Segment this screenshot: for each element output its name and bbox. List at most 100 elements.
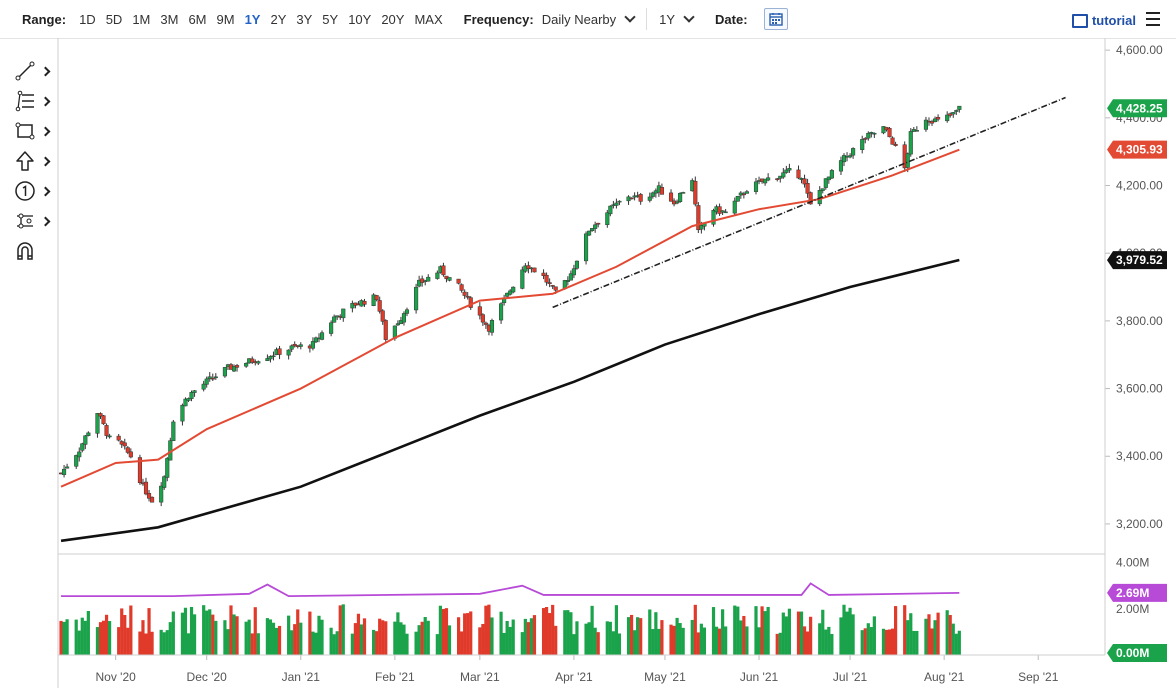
candle[interactable]	[271, 351, 276, 361]
candle[interactable]	[732, 197, 737, 216]
candle[interactable]	[128, 448, 133, 459]
candle[interactable]	[520, 266, 525, 290]
candle[interactable]	[210, 373, 215, 382]
candle[interactable]	[945, 111, 950, 123]
candle[interactable]	[508, 289, 513, 296]
candle[interactable]	[617, 200, 622, 206]
candle[interactable]	[550, 284, 555, 290]
candle[interactable]	[829, 168, 834, 180]
candle[interactable]	[65, 463, 70, 469]
candle[interactable]	[350, 300, 355, 313]
tool-magnet[interactable]	[14, 236, 54, 266]
candle[interactable]	[951, 111, 956, 118]
candle[interactable]	[286, 349, 291, 360]
range-button-2y[interactable]: 2Y	[270, 11, 287, 27]
candle[interactable]	[426, 274, 431, 282]
candle[interactable]	[848, 153, 853, 159]
tool-counter[interactable]	[14, 176, 54, 206]
candle[interactable]	[332, 314, 337, 323]
candle[interactable]	[256, 360, 261, 365]
candle[interactable]	[957, 105, 962, 113]
candle[interactable]	[477, 302, 482, 320]
candle[interactable]	[192, 390, 197, 397]
candle[interactable]	[781, 168, 786, 179]
candle[interactable]	[744, 189, 749, 194]
candle[interactable]	[319, 330, 325, 341]
candle[interactable]	[587, 230, 592, 236]
candle[interactable]	[168, 437, 173, 461]
candle[interactable]	[866, 131, 871, 141]
candle[interactable]	[268, 355, 273, 363]
candle[interactable]	[614, 198, 619, 209]
candle[interactable]	[933, 116, 938, 123]
candle[interactable]	[122, 438, 127, 450]
tool-rectangle[interactable]	[14, 116, 54, 146]
candle[interactable]	[362, 298, 367, 307]
range-button-1m[interactable]: 1M	[132, 11, 151, 27]
candle[interactable]	[541, 269, 546, 280]
candle[interactable]	[711, 208, 716, 227]
candle[interactable]	[511, 286, 516, 294]
candle[interactable]	[186, 397, 191, 402]
range-button-3y[interactable]: 3Y	[296, 11, 313, 27]
candle[interactable]	[823, 178, 828, 190]
candle[interactable]	[717, 203, 722, 216]
candle[interactable]	[150, 496, 155, 503]
candle[interactable]	[341, 308, 346, 322]
candle[interactable]	[596, 222, 601, 228]
candle[interactable]	[547, 278, 552, 288]
candle[interactable]	[374, 294, 379, 302]
candle[interactable]	[954, 109, 959, 115]
candle[interactable]	[936, 114, 941, 122]
candle[interactable]	[593, 221, 598, 233]
trendline[interactable]	[552, 96, 1066, 309]
candle[interactable]	[380, 309, 385, 325]
candle[interactable]	[165, 457, 170, 482]
candle[interactable]	[775, 177, 780, 182]
frequency-select[interactable]: Daily Nearby	[542, 11, 636, 27]
candle[interactable]	[763, 178, 768, 186]
candle[interactable]	[872, 132, 877, 138]
candle[interactable]	[468, 296, 473, 310]
candle[interactable]	[462, 289, 467, 299]
candle[interactable]	[499, 302, 504, 324]
candle[interactable]	[659, 183, 664, 195]
candle[interactable]	[222, 367, 227, 378]
candle[interactable]	[681, 191, 686, 194]
candle[interactable]	[201, 380, 206, 392]
candle[interactable]	[401, 311, 407, 326]
candle[interactable]	[678, 192, 683, 203]
candle[interactable]	[784, 165, 789, 174]
candle[interactable]	[629, 197, 634, 200]
candle[interactable]	[948, 112, 953, 118]
candle[interactable]	[929, 119, 935, 126]
candle[interactable]	[863, 137, 868, 144]
candle[interactable]	[116, 434, 121, 442]
candle[interactable]	[310, 337, 315, 351]
candle[interactable]	[204, 376, 209, 388]
candle[interactable]	[647, 192, 652, 203]
candle[interactable]	[250, 356, 255, 364]
candle[interactable]	[77, 447, 82, 462]
candle[interactable]	[417, 275, 422, 288]
candle[interactable]	[571, 264, 576, 279]
hamburger-menu-icon[interactable]	[1146, 12, 1160, 30]
candle[interactable]	[696, 202, 701, 233]
candle[interactable]	[125, 446, 130, 455]
candle[interactable]	[532, 267, 537, 273]
candle[interactable]	[914, 126, 919, 132]
range-button-9m[interactable]: 9M	[216, 11, 235, 27]
candle[interactable]	[483, 321, 488, 329]
tutorial-link[interactable]: tutorial	[1071, 13, 1136, 28]
candle[interactable]	[313, 336, 319, 344]
candle[interactable]	[107, 433, 112, 439]
range-button-5y[interactable]: 5Y	[322, 11, 339, 27]
range-button-20y[interactable]: 20Y	[381, 11, 405, 27]
range-button-1d[interactable]: 1D	[79, 11, 96, 27]
candle[interactable]	[298, 342, 303, 350]
candle[interactable]	[414, 283, 419, 314]
candle[interactable]	[766, 173, 771, 182]
candle[interactable]	[489, 318, 495, 336]
candle[interactable]	[590, 228, 595, 232]
candle[interactable]	[735, 195, 740, 202]
